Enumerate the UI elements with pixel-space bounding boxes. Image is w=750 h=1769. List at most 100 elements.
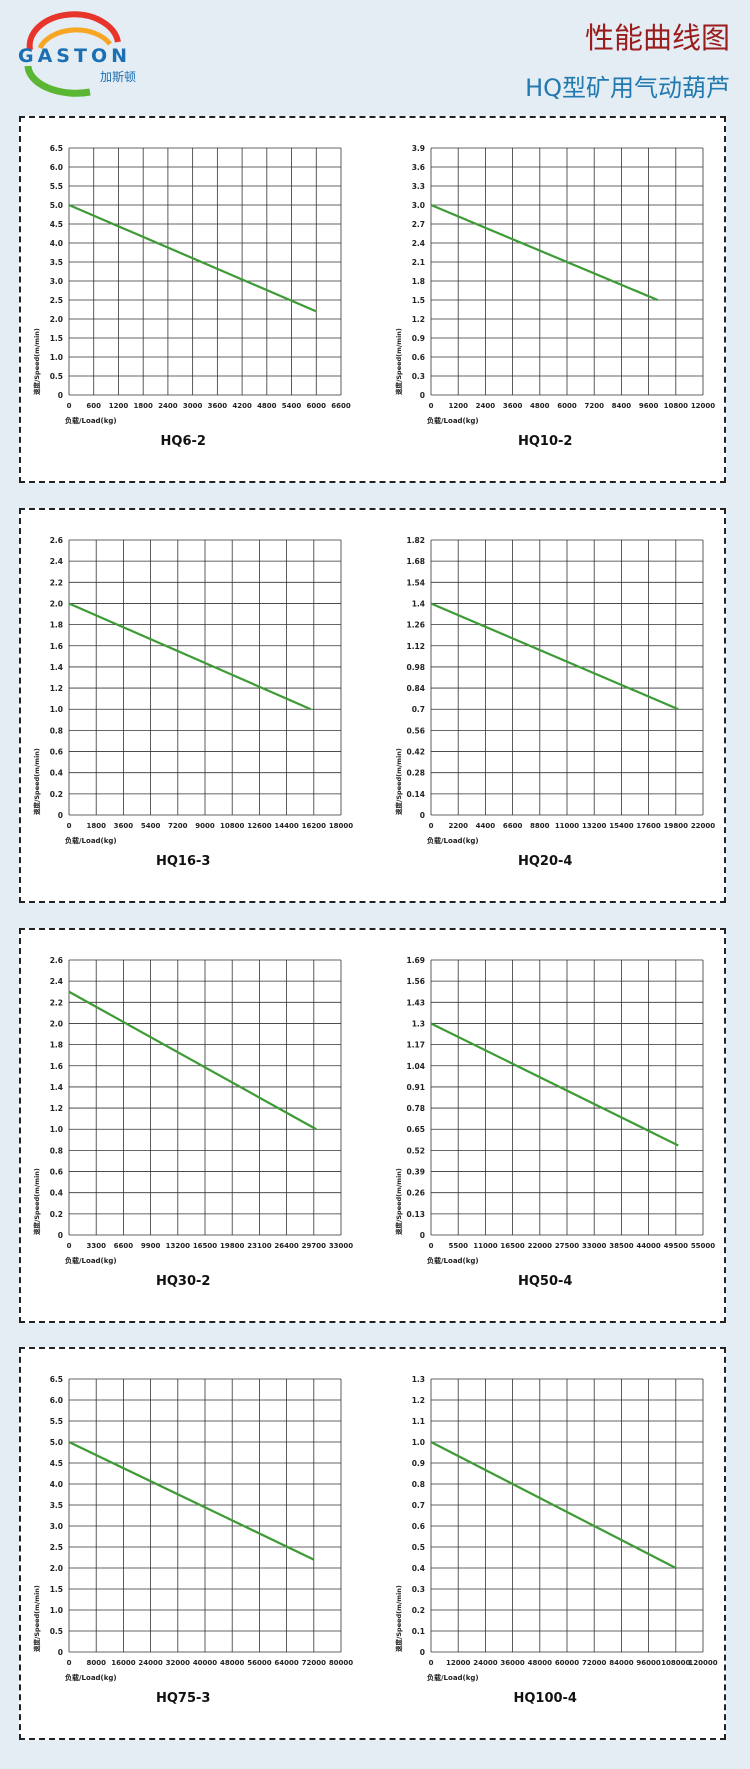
panel: 0 0.5 1.0 1.5 2.0 2.5 3.0 3.5 4.0 4.5 5.0 5.5 6.0 6.5… [19, 1347, 726, 1740]
chart-title: HQ75-3 [156, 1691, 210, 1706]
x-tick-label: 44000 [636, 1242, 660, 1250]
x-tick-label: 27500 [555, 1242, 579, 1250]
x-tick-label: 3300 [86, 1242, 106, 1250]
y-tick-label: 0.8 [50, 726, 63, 735]
y-tick-label: 1.69 [406, 956, 425, 965]
x-tick-label: 11000 [555, 822, 579, 830]
y-tick-label: 1.6 [50, 642, 63, 651]
x-tick-label: 2400 [158, 402, 178, 410]
y-tick-label: 0.14 [406, 790, 425, 799]
x-tick-label: 120000 [688, 1659, 717, 1667]
x-tick-label: 3600 [114, 822, 134, 830]
y-tick-label: 0.52 [406, 1146, 425, 1155]
data-line [430, 203, 659, 302]
x-tick-label: 1200 [448, 402, 468, 410]
x-tick-label: 29700 [302, 1242, 326, 1250]
chart-title: HQ20-4 [518, 854, 572, 869]
x-tick-label: 49500 [664, 1242, 688, 1250]
x-tick-label: 7200 [168, 822, 188, 830]
y-tick-label: 1.5 [412, 296, 425, 305]
y-tick-label: 5.5 [50, 182, 63, 191]
data-line [68, 990, 317, 1131]
x-tick-label: 2200 [448, 822, 468, 830]
x-tick-label: 8000 [86, 1659, 106, 1667]
y-axis-label: 速度/Speed(m/min) [32, 1168, 41, 1235]
y-tick-label: 2.6 [50, 956, 63, 965]
y-tick-label: 2.6 [50, 536, 63, 545]
y-tick-label: 1.5 [50, 334, 63, 343]
x-tick-label: 40000 [193, 1659, 217, 1667]
chart-title: HQ50-4 [518, 1274, 572, 1289]
x-tick-label: 16500 [500, 1242, 524, 1250]
y-tick-label: 1.6 [50, 1062, 63, 1071]
y-tick-label: 0.1 [412, 1627, 425, 1636]
y-tick-label: 4.0 [50, 1480, 63, 1489]
y-tick-label: 0.9 [412, 1459, 425, 1468]
panel: 0 0.5 1.0 1.5 2.0 2.5 3.0 3.5 4.0 4.5 5.0 5.5 6.0 6.5… [19, 116, 726, 483]
chart-panel: 0 0.2 0.4 0.6 0.8 1.0 1.2 1.4 1.6 1.8 2.0 2.2 2.4 2.6… [32, 536, 715, 869]
y-tick-label: 2.2 [50, 578, 63, 587]
x-tick-label: 3600 [503, 402, 523, 410]
x-tick-label: 48000 [528, 1659, 552, 1667]
y-tick-label: 1.82 [406, 536, 425, 545]
y-tick-label: 0 [420, 1231, 425, 1240]
y-tick-label: 0.84 [406, 684, 425, 693]
x-tick-label: 3600 [208, 402, 228, 410]
x-tick-label: 8400 [612, 402, 632, 410]
x-tick-label: 4400 [476, 822, 496, 830]
y-tick-label: 2.7 [412, 220, 425, 229]
x-tick-label: 6600 [503, 822, 523, 830]
x-tick-label: 10800 [664, 402, 688, 410]
y-tick-label: 4.5 [50, 1459, 63, 1468]
chart-title: HQ100-4 [513, 1691, 577, 1706]
x-tick-label: 19800 [664, 822, 688, 830]
y-tick-label: 3.0 [50, 277, 63, 286]
x-tick-label: 0 [67, 822, 72, 830]
x-axis-label: 负载/Load(kg) [427, 1673, 479, 1682]
y-tick-label: 0.2 [50, 1210, 63, 1219]
x-tick-label: 1200 [109, 402, 129, 410]
y-tick-label: 1.4 [50, 663, 63, 672]
y-tick-label: 1.04 [406, 1062, 425, 1071]
y-tick-label: 0.3 [412, 1585, 425, 1594]
y-tick-label: 1.12 [406, 642, 425, 651]
x-tick-label: 6600 [114, 1242, 134, 1250]
logo-arc [37, 27, 112, 50]
y-tick-label: 1.3 [412, 1375, 425, 1384]
y-tick-label: 0.4 [412, 1564, 425, 1573]
x-tick-label: 5400 [282, 402, 302, 410]
x-tick-label: 24000 [473, 1659, 497, 1667]
y-tick-label: 1.0 [50, 705, 63, 714]
x-axis-label: 负载/Load(kg) [427, 416, 479, 425]
y-tick-label: 0 [58, 1231, 63, 1240]
x-tick-label: 55000 [691, 1242, 715, 1250]
x-tick-label: 1800 [86, 822, 106, 830]
x-tick-label: 19800 [220, 1242, 244, 1250]
y-tick-label: 2.5 [50, 1543, 63, 1552]
x-axis-label: 负载/Load(kg) [65, 1673, 117, 1682]
y-tick-label: 1.1 [412, 1417, 425, 1426]
x-tick-label: 22000 [691, 822, 715, 830]
x-tick-label: 26400 [274, 1242, 298, 1250]
x-tick-label: 64000 [274, 1659, 298, 1667]
y-tick-label: 1.8 [50, 1041, 63, 1050]
y-tick-label: 1.17 [406, 1041, 425, 1050]
y-tick-label: 2.0 [50, 315, 63, 324]
y-tick-label: 6.5 [50, 144, 63, 153]
y-tick-label: 0 [58, 811, 63, 820]
x-tick-label: 12000 [446, 1659, 470, 1667]
y-tick-label: 1.0 [50, 1125, 63, 1134]
logo-arc [24, 65, 91, 97]
y-tick-label: 1.26 [406, 621, 425, 630]
x-tick-label: 6600 [331, 402, 351, 410]
x-tick-label: 56000 [247, 1659, 271, 1667]
panel: 0 0.2 0.4 0.6 0.8 1.0 1.2 1.4 1.6 1.8 2.0 2.2 2.4 2.6… [19, 508, 726, 903]
x-tick-label: 33000 [582, 1242, 606, 1250]
x-tick-label: 72000 [582, 1659, 606, 1667]
y-tick-label: 1.4 [412, 599, 425, 608]
data-line [68, 1441, 315, 1561]
x-axis-label: 负载/Load(kg) [65, 416, 117, 425]
y-tick-label: 3.5 [50, 1501, 63, 1510]
y-tick-label: 1.2 [412, 1396, 425, 1405]
y-tick-label: 5.5 [50, 1417, 63, 1426]
